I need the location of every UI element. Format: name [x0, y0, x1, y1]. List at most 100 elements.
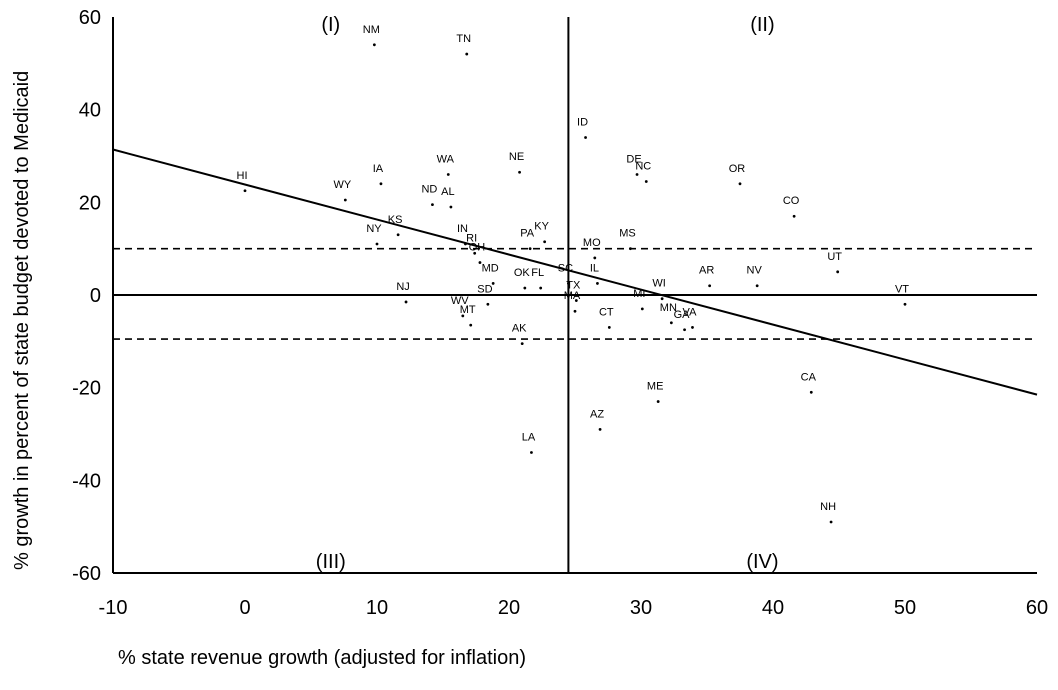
point-label: LA: [522, 432, 536, 444]
point-label: GA: [674, 309, 691, 321]
quadrant-label: (I): [321, 14, 340, 36]
point-label: CO: [783, 195, 800, 207]
point-label: MO: [583, 237, 601, 249]
point-label: OR: [729, 163, 746, 175]
point-label: TX: [566, 280, 581, 292]
point-label: SD: [477, 283, 492, 295]
data-point: [660, 297, 664, 301]
data-point: [567, 282, 570, 285]
data-point: [644, 180, 648, 183]
point-label: MI: [633, 288, 645, 300]
point-label: NE: [509, 151, 524, 163]
data-point: [593, 256, 597, 260]
point-label: IL: [590, 262, 599, 274]
point-label: OH: [469, 242, 486, 254]
y-axis-title: % growth in percent of state budget devo…: [11, 71, 33, 570]
data-point: [243, 189, 247, 193]
data-point: [464, 242, 467, 246]
data-point: [520, 342, 524, 346]
point-label: FL: [531, 267, 544, 279]
data-point: [809, 390, 813, 394]
data-point: [372, 43, 376, 47]
point-label: TN: [456, 33, 471, 45]
data-point: [528, 247, 532, 251]
point-label: CT: [599, 306, 614, 318]
data-point: [396, 233, 400, 237]
x-tick-label: 60: [1026, 597, 1048, 619]
data-point: [574, 299, 578, 302]
point-label: AZ: [590, 408, 604, 420]
point-label: NH: [820, 501, 836, 513]
data-point: [543, 240, 547, 244]
data-point: [530, 451, 533, 454]
point-label: AK: [512, 323, 527, 335]
data-point: [683, 328, 686, 332]
quadrant-labels: (I) (II) (III) (IV): [316, 14, 779, 573]
data-point: [629, 247, 632, 251]
point-label: IN: [457, 223, 468, 235]
point-label: KY: [534, 221, 549, 233]
data-point: [656, 400, 660, 403]
data-point: [584, 136, 587, 139]
point-label: IA: [373, 163, 384, 175]
data-point: [469, 323, 473, 327]
data-point: [708, 284, 712, 288]
data-point: [738, 182, 742, 186]
data-point: [539, 286, 543, 290]
point-label: WY: [333, 179, 351, 191]
data-point: [461, 314, 465, 318]
data-point: [375, 242, 379, 246]
point-label: AL: [441, 186, 454, 198]
x-ticks: -10 0 10 20 30 40 50 60: [99, 597, 1049, 619]
point-label: WV: [451, 295, 469, 307]
y-tick-label: 0: [90, 285, 101, 307]
trend-line: [112, 148, 1038, 396]
point-label: NY: [366, 223, 382, 235]
point-label: KS: [388, 214, 403, 226]
data-point: [486, 302, 490, 306]
point-label: CA: [801, 371, 817, 383]
point-label: DE: [626, 154, 641, 166]
point-label: NM: [363, 24, 380, 36]
x-tick-label: 10: [366, 597, 388, 619]
x-axis-title: % state revenue growth (adjusted for inf…: [118, 647, 526, 669]
data-point: [449, 205, 453, 209]
data-point: [836, 270, 840, 274]
data-point: [669, 321, 673, 325]
data-point: [478, 261, 482, 264]
point-label: MA: [564, 290, 581, 302]
x-tick-label: 0: [239, 597, 250, 619]
point-label: RI: [466, 232, 477, 244]
y-tick-label: 20: [79, 192, 101, 214]
data-point: [573, 309, 577, 313]
data-point: [465, 52, 469, 56]
point-label: ME: [647, 381, 664, 393]
point-label: AR: [699, 265, 714, 277]
point-label: NV: [747, 265, 763, 277]
trend-line-group: [112, 148, 1038, 396]
point-label: ID: [577, 116, 588, 128]
y-ticks: 60 40 20 0 -20 -40 -60: [72, 7, 101, 585]
point-label: PA: [520, 228, 535, 240]
data-point: [903, 302, 907, 306]
data-point: [691, 326, 694, 329]
data-point: [596, 282, 599, 285]
point-label: UT: [827, 251, 842, 263]
point-label: MS: [619, 228, 636, 240]
data-point: [792, 214, 796, 218]
data-point: [829, 520, 833, 524]
data-point: [491, 282, 495, 285]
data-point: [755, 284, 759, 288]
data-point: [640, 307, 644, 311]
point-label: NC: [635, 160, 651, 172]
x-tick-label: 40: [762, 597, 784, 619]
y-tick-label: 60: [79, 7, 101, 29]
x-tick-label: 30: [630, 597, 652, 619]
point-label: HI: [237, 170, 248, 182]
quadrant-label: (III): [316, 551, 346, 573]
point-label: MD: [482, 262, 499, 274]
y-tick-label: -40: [72, 470, 101, 492]
y-tick-label: -20: [72, 378, 101, 400]
data-point: [404, 300, 408, 304]
